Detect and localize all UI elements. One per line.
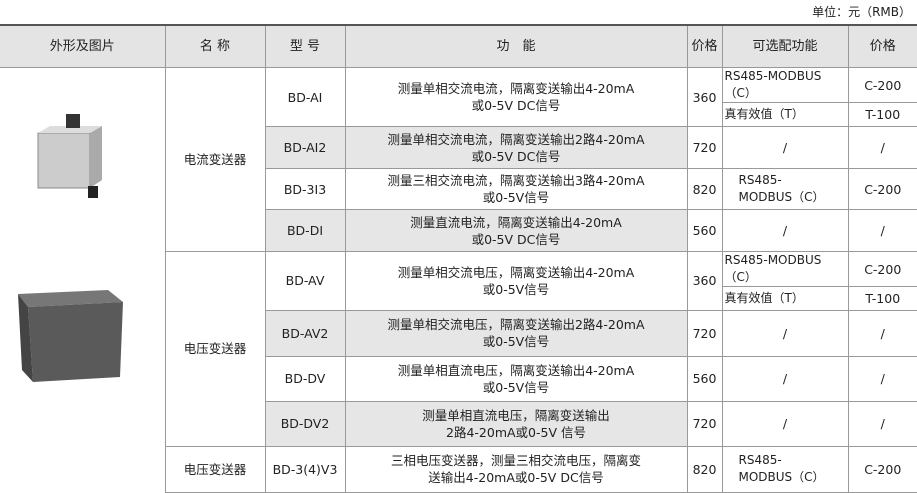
price-cell: 560 <box>686 355 723 402</box>
function-line: 测量单相交流电压，隔离变送输出4-20mA <box>397 264 635 280</box>
function-cell: 三相电压变送器，测量三相交流电压，隔离变 送输出4-20mA或0-5V DC信号 <box>344 445 688 493</box>
option-price-cell: / <box>847 355 917 402</box>
price-cell: 360 <box>686 251 723 311</box>
function-line: 2路4-20mA或0-5V 信号 <box>446 424 586 440</box>
option-cell: 真有效值（T） <box>722 286 849 311</box>
model-cell: BD-AV2 <box>265 309 346 357</box>
option-cell: / <box>721 126 849 169</box>
function-line: 或0-5V DC信号 <box>471 231 561 247</box>
model-cell: BD-AV <box>264 251 346 311</box>
column-header: 价格 <box>847 24 917 68</box>
option-cell: / <box>721 355 849 402</box>
function-line: 测量单相交流电压，隔离变送输出2路4-20mA <box>387 317 645 332</box>
price-cell: 560 <box>686 209 723 252</box>
column-header: 外形及图片 <box>0 24 166 68</box>
function-cell: 测量直流电流，隔离变送输出4-20mA 或0-5V DC信号 <box>344 209 688 252</box>
product-image-cell <box>0 251 166 446</box>
option-price-cell: / <box>847 400 917 447</box>
option-cell: RS485-MODBUS（C） <box>721 67 849 103</box>
function-line: 测量直流电流，隔离变送输出4-20mA <box>410 214 622 230</box>
option-cell: / <box>721 400 849 447</box>
function-line: 测量单相直流电压，隔离变送输出4-20mA <box>397 362 635 378</box>
model-cell: BD-3I3 <box>265 168 346 210</box>
function-cell: 测量单相交流电流，隔离变送输出4-20mA 或0-5V DC信号 <box>344 67 688 127</box>
column-header: 型 号 <box>264 24 346 68</box>
function-line: 或0-5V信号 <box>482 379 550 395</box>
function-cell: 测量单相直流电压，隔离变送输出 2路4-20mA或0-5V 信号 <box>344 400 688 447</box>
model-cell: BD-DV2 <box>265 400 346 447</box>
function-line: 或0-5V DC信号 <box>471 148 561 164</box>
option-cell: / <box>721 209 849 252</box>
product-name: 电流变送器 <box>164 67 266 252</box>
function-cell: 测量单相直流电压，隔离变送输出4-20mA 或0-5V信号 <box>344 355 688 402</box>
column-header: 名 称 <box>164 24 266 68</box>
function-cell: 测量单相交流电压，隔离变送输出2路4-20mA 或0-5V信号 <box>344 309 688 357</box>
voltage-transmitter-device-icon <box>18 289 123 382</box>
column-header: 价格 <box>686 24 723 68</box>
model-cell: BD-AI <box>264 67 346 127</box>
price-cell: 720 <box>686 126 723 169</box>
option-price-cell: C-200 <box>847 251 917 287</box>
column-header: 可选配功能 <box>721 24 849 68</box>
price-cell: 820 <box>686 445 723 493</box>
function-line: 测量单相交流电流，隔离变送输出2路4-20mA <box>387 131 645 147</box>
model-cell: BD-AI2 <box>265 126 346 169</box>
product-image-cell <box>0 446 166 492</box>
function-line: 或0-5V信号 <box>482 334 550 349</box>
current-transmitter-device-icon <box>37 114 102 198</box>
table-row: 电压变送器 BD-AV 测量单相交流电压，隔离变送输出4-20mA 或0-5V信号 36… <box>0 251 917 447</box>
price-cell: 360 <box>686 67 723 127</box>
option-price-cell: T-100 <box>847 286 917 311</box>
option-price-cell: C-200 <box>847 445 917 493</box>
option-cell: / <box>721 309 849 357</box>
table-row: BD-3I3 测量三相交流电流，隔离变送输出3路4-20mA 或0-5V信号 820 R… <box>0 168 917 210</box>
price-cell: 720 <box>686 400 723 447</box>
column-header: 功 能 <box>344 24 688 68</box>
function-cell: 测量三相交流电流，隔离变送输出3路4-20mA 或0-5V信号 <box>344 168 688 210</box>
unit-label: 单位：元（RMB） <box>812 5 911 19</box>
model-cell: BD-DV <box>265 355 346 402</box>
function-line: 或0-5V DC信号 <box>471 98 561 113</box>
table-row: BD-AI2 测量单相交流电流，隔离变送输出2路4-20mA 或0-5V DC信号 7… <box>0 126 917 169</box>
model-cell: BD-DI <box>265 209 346 252</box>
price-cell: 820 <box>686 168 723 210</box>
product-image-cell <box>0 67 166 252</box>
price-table: 外形及图片名 称型 号功 能价格 可选配功能 价格 电流变送器 BD-AI 测量单相交流… <box>0 24 917 493</box>
function-line: 三相电压变送器，测量三相交流电压，隔离变 <box>390 453 641 468</box>
function-line: 或0-5V信号 <box>482 190 550 205</box>
function-line: 测量三相交流电流，隔离变送输出3路4-20mA <box>387 173 645 188</box>
option-price-cell: T-100 <box>847 102 917 127</box>
table-row: BD-DV2 测量单相直流电压，隔离变送输出 2路4-20mA或0-5V 信号 720… <box>0 400 917 447</box>
product-name: 电压变送器 <box>164 251 266 447</box>
function-cell: 测量单相交流电压，隔离变送输出4-20mA 或0-5V信号 <box>344 251 688 311</box>
option-cell: RS485- MODBUS（C） <box>721 168 849 210</box>
option-cell: RS485-MODBUS（C） <box>721 251 849 287</box>
function-cell: 测量单相交流电流，隔离变送输出2路4-20mA 或0-5V DC信号 <box>344 126 688 169</box>
option-cell: 真有效值（T） <box>722 102 849 127</box>
table-row: 电流变送器 BD-AI 测量单相交流电流，隔离变送输出4-20mA 或0-5V DC信… <box>0 67 917 252</box>
option-price-cell: / <box>847 309 917 357</box>
table-row: BD-DI 测量直流电流，隔离变送输出4-20mA 或0-5V DC信号 560// <box>0 209 917 252</box>
function-line: 或0-5V信号 <box>482 281 550 297</box>
option-price-cell: C-200 <box>847 67 917 103</box>
table-row: 真有效值（T） T-100 <box>0 102 917 127</box>
option-cell: RS485- MODBUS（C） <box>721 445 849 493</box>
function-line: 测量单相直流电压，隔离变送输出 <box>422 407 610 423</box>
option-price-cell: / <box>847 126 917 169</box>
option-price-cell: / <box>847 209 917 252</box>
table-row: BD-DV 测量单相直流电压，隔离变送输出4-20mA 或0-5V信号 560// <box>0 355 917 402</box>
option-price-cell: C-200 <box>847 168 917 210</box>
product-name: 电压变送器 <box>164 445 266 493</box>
model-cell: BD-3(4)V3 <box>264 445 346 493</box>
function-line: 送输出4-20mA或0-5V DC信号 <box>428 470 604 485</box>
table-row: 电压变送器 BD-3(4)V3 三相电压变送器，测量三相交流电压，隔离变 送输出4-2… <box>0 445 917 493</box>
price-cell: 720 <box>686 309 723 357</box>
function-line: 测量单相交流电流，隔离变送输出4-20mA <box>397 81 635 96</box>
table-row: BD-AV2 测量单相交流电压，隔离变送输出2路4-20mA 或0-5V信号 720/… <box>0 309 917 357</box>
